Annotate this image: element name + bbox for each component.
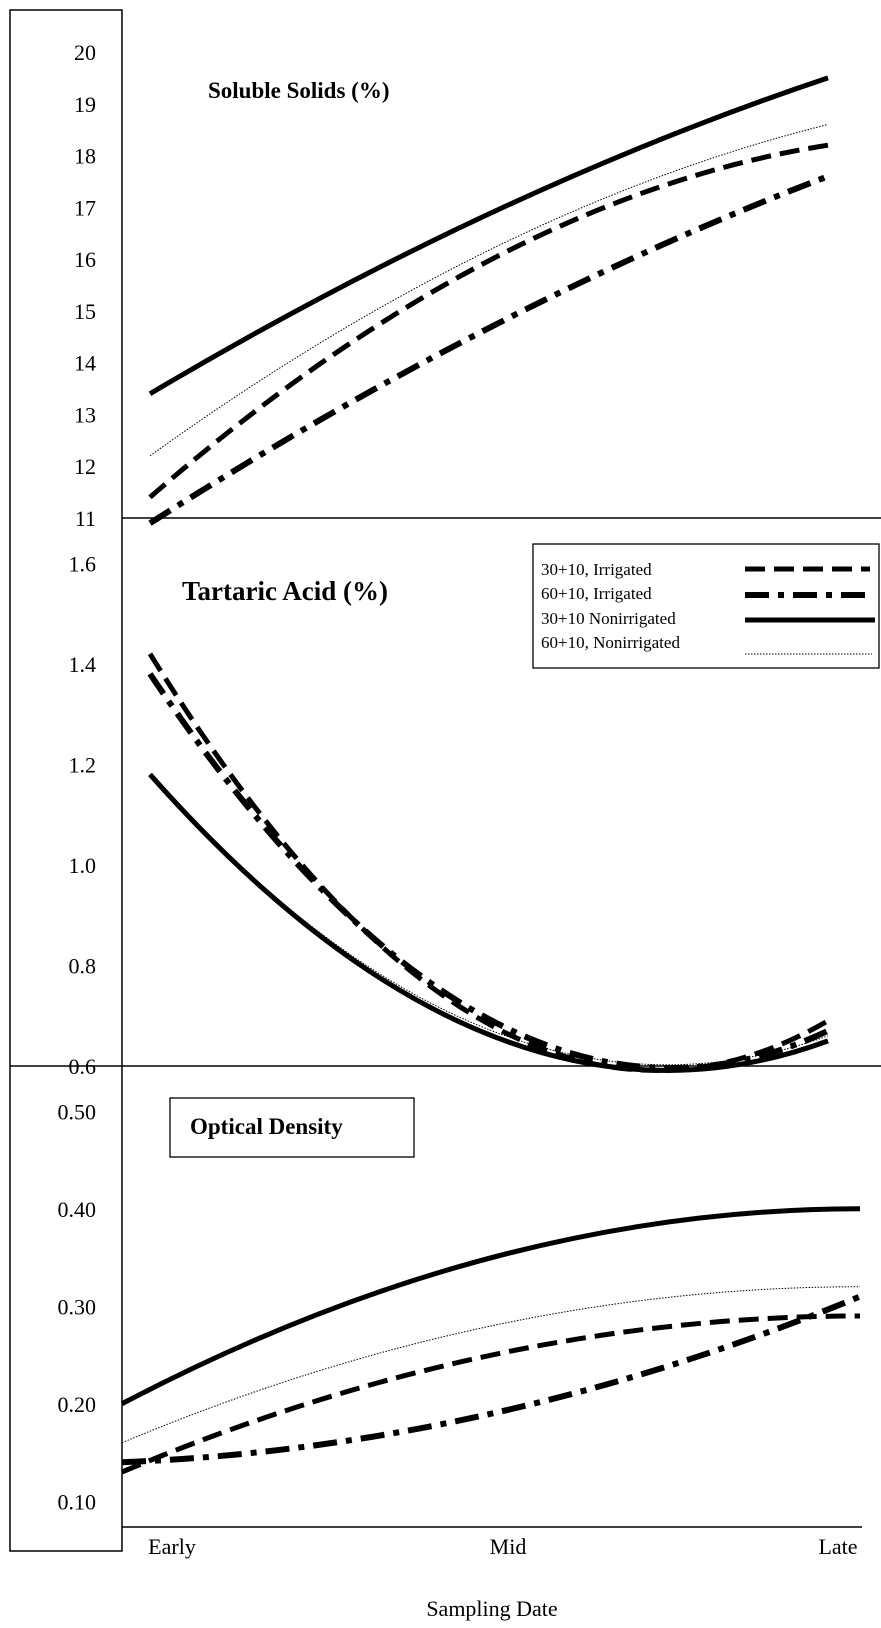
y-tick-label-panel1-7: 18 xyxy=(74,144,96,169)
series-line-panel1-s4 xyxy=(149,124,829,457)
series-line-panel3-s1 xyxy=(121,1313,861,1475)
series-line-panel1-s2 xyxy=(148,173,830,526)
series-line-panel2-s1 xyxy=(147,652,830,1073)
panel-title-soluble-solids: Soluble Solids (%) xyxy=(208,78,390,103)
x-tick-late: Late xyxy=(818,1534,857,1559)
y-tick-label-panel1-6: 17 xyxy=(74,195,96,220)
y-tick-label-panel3-0: 0.10 xyxy=(58,1489,97,1514)
series-line-panel2-s3 xyxy=(148,772,829,1073)
y-tick-label-panel2-4: 1.4 xyxy=(69,652,97,677)
legend-box xyxy=(532,543,880,669)
y-tick-label-panel3-4: 0.50 xyxy=(58,1099,97,1124)
y-tick-label-panel1-4: 15 xyxy=(74,299,96,324)
series-line-panel1-s3 xyxy=(148,75,829,396)
y-tick-label-panel3-2: 0.30 xyxy=(58,1294,97,1319)
y-tick-label-panel1-5: 16 xyxy=(74,247,96,272)
y-tick-label-panel2-3: 1.2 xyxy=(69,752,97,777)
y-tick-label-panel1-0: 11 xyxy=(75,506,96,531)
series-line-panel2-s2 xyxy=(147,672,830,1071)
y-tick-label-panel1-9: 20 xyxy=(74,40,96,65)
series-line-panel3-s3 xyxy=(120,1206,861,1406)
legend-label-30-irrigated: 30+10, Irrigated xyxy=(541,560,652,579)
y-tick-label-panel3-1: 0.20 xyxy=(58,1392,97,1417)
panel-title-optical-density: Optical Density xyxy=(190,1114,343,1139)
series-lines xyxy=(120,75,862,1475)
series-line-panel3-s4 xyxy=(121,1286,861,1444)
y-tick-label-panel1-2: 13 xyxy=(74,402,96,427)
panel-title-tartaric-acid: Tartaric Acid (%) xyxy=(182,576,388,606)
y-tick-labels: 11 12 13 14 15 16 17 18 19 20 0.6 0.8 1.0 1.2 1.4 1.6 0.… xyxy=(58,40,97,1514)
legend: 30+10, Irrigated 60+10, Irrigated 30+10 … xyxy=(532,543,880,669)
x-tick-early: Early xyxy=(148,1534,196,1559)
legend-label-30-nonirrigated: 30+10 Nonirrigated xyxy=(541,609,676,628)
legend-label-60-nonirrigated: 60+10, Nonirrigated xyxy=(541,633,680,652)
x-tick-mid: Mid xyxy=(490,1534,527,1559)
y-tick-label-panel2-2: 1.0 xyxy=(69,853,97,878)
y-tick-label-panel3-3: 0.40 xyxy=(58,1197,97,1222)
x-axis-title: Sampling Date xyxy=(426,1596,557,1621)
y-tick-label-panel1-8: 19 xyxy=(74,92,96,117)
y-tick-label-panel2-0: 0.6 xyxy=(69,1054,97,1079)
chart-frame xyxy=(9,9,123,1552)
series-line-panel2-s4 xyxy=(149,774,829,1066)
series-line-panel3-s2 xyxy=(121,1293,862,1466)
legend-label-60-irrigated: 60+10, Irrigated xyxy=(541,584,652,603)
optical-density-title-box xyxy=(169,1097,415,1158)
series-line-panel1-s1 xyxy=(148,142,829,500)
y-tick-label-panel2-5: 1.6 xyxy=(69,551,97,576)
y-tick-label-panel2-1: 0.8 xyxy=(69,953,97,978)
y-tick-label-panel1-3: 14 xyxy=(74,351,96,376)
y-tick-label-panel1-1: 12 xyxy=(74,454,96,479)
